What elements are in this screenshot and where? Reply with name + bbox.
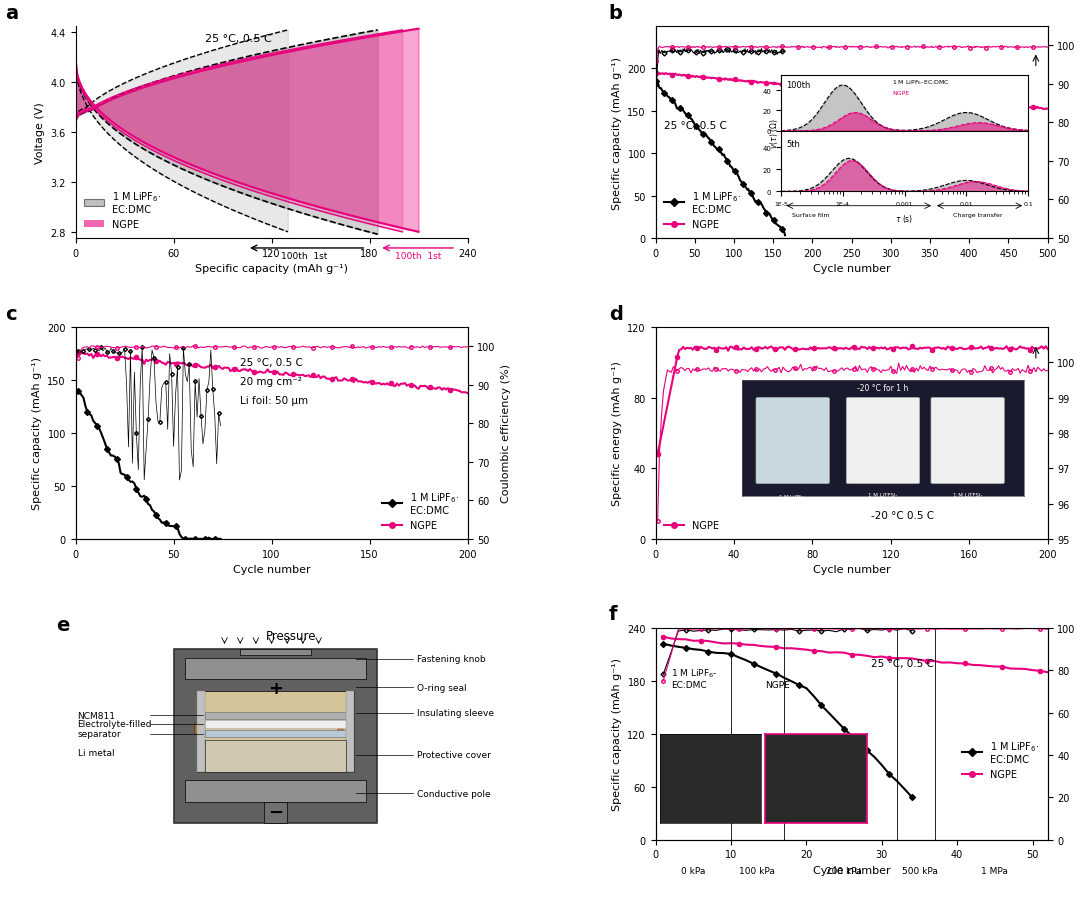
Bar — [195, 723, 200, 734]
Y-axis label: Specific energy (mAh g⁻¹): Specific energy (mAh g⁻¹) — [612, 361, 622, 506]
Text: Conductive pole: Conductive pole — [417, 788, 490, 797]
Bar — [186, 657, 366, 679]
Text: 100 kPa: 100 kPa — [740, 866, 775, 875]
Bar — [197, 692, 205, 772]
Bar — [240, 649, 311, 656]
Bar — [346, 692, 354, 772]
Bar — [205, 721, 346, 729]
Text: −: − — [268, 804, 283, 821]
Legend: 1 M LiPF$_6$·
EC:DMC, NGPE: 1 M LiPF$_6$· EC:DMC, NGPE — [378, 487, 462, 535]
Y-axis label: Specific capacity (mAh g⁻¹): Specific capacity (mAh g⁻¹) — [612, 657, 622, 810]
Bar — [197, 692, 354, 772]
Bar — [264, 802, 287, 823]
Text: 25 °C, 0.5 C: 25 °C, 0.5 C — [205, 34, 272, 44]
Text: NCM811: NCM811 — [78, 711, 116, 720]
Text: f: f — [609, 605, 617, 624]
Bar — [205, 712, 346, 719]
Text: O-ring seal: O-ring seal — [417, 683, 467, 692]
X-axis label: Cycle number: Cycle number — [813, 564, 890, 574]
Legend: 1 M LiPF$_6$·
EC:DMC, NGPE: 1 M LiPF$_6$· EC:DMC, NGPE — [81, 186, 164, 234]
Bar — [186, 780, 366, 802]
Legend: 1 M LiPF$_6$·
EC:DMC, NGPE: 1 M LiPF$_6$· EC:DMC, NGPE — [661, 186, 745, 234]
Y-axis label: Voltage (V): Voltage (V) — [35, 102, 45, 163]
Legend: NGPE: NGPE — [661, 517, 723, 535]
Bar — [205, 740, 346, 772]
Text: Pressure: Pressure — [266, 629, 316, 642]
X-axis label: Specific capacity (mAh g⁻¹): Specific capacity (mAh g⁻¹) — [195, 264, 348, 274]
Bar — [205, 730, 346, 737]
Bar — [338, 723, 343, 734]
Text: -20 °C 0.5 C: -20 °C 0.5 C — [872, 510, 934, 520]
Text: Fastening knob: Fastening knob — [417, 655, 485, 664]
Y-axis label: Specific capacity (mAh g⁻¹): Specific capacity (mAh g⁻¹) — [31, 357, 42, 510]
Text: 0 kPa: 0 kPa — [681, 866, 705, 875]
Text: 100th  1st: 100th 1st — [281, 252, 327, 261]
Text: 25 °C, 0.5 C: 25 °C, 0.5 C — [663, 121, 727, 131]
Text: c: c — [5, 304, 16, 323]
X-axis label: Cycle number: Cycle number — [233, 564, 310, 574]
Text: d: d — [609, 304, 622, 323]
Text: NGPE: NGPE — [766, 681, 791, 689]
Text: e: e — [56, 615, 69, 634]
Text: Li metal: Li metal — [78, 749, 114, 758]
X-axis label: Cycle number: Cycle number — [813, 865, 890, 875]
Text: 500 kPa: 500 kPa — [902, 866, 937, 875]
Text: Insulating sleeve: Insulating sleeve — [417, 708, 494, 717]
Text: Electrolyte-filled
separator: Electrolyte-filled separator — [78, 719, 152, 739]
Text: Protective cover: Protective cover — [417, 750, 490, 759]
Text: 25 °C, 0.5 C: 25 °C, 0.5 C — [872, 658, 934, 668]
Legend: 1 M LiPF$_6$·
EC:DMC, NGPE: 1 M LiPF$_6$· EC:DMC, NGPE — [959, 735, 1042, 784]
Text: 200 kPa: 200 kPa — [826, 866, 862, 875]
Text: Li foil: 50 μm: Li foil: 50 μm — [240, 396, 308, 405]
Text: a: a — [5, 4, 18, 23]
Text: +: + — [268, 679, 283, 697]
Text: 1 MPa: 1 MPa — [982, 866, 1009, 875]
Text: 25 °C, 0.5 C: 25 °C, 0.5 C — [240, 358, 303, 368]
Y-axis label: Specific capacity (mAh g⁻¹): Specific capacity (mAh g⁻¹) — [612, 57, 622, 209]
X-axis label: Cycle number: Cycle number — [813, 264, 890, 274]
Y-axis label: Coulombic efficiency (%): Coulombic efficiency (%) — [501, 364, 511, 503]
Text: b: b — [609, 4, 622, 23]
Text: 1 M LiPF$_6$-
EC:DMC: 1 M LiPF$_6$- EC:DMC — [672, 666, 718, 689]
Text: 100th  1st: 100th 1st — [395, 252, 442, 261]
Bar — [174, 649, 377, 823]
Text: 20 mg cm⁻²: 20 mg cm⁻² — [240, 377, 302, 386]
